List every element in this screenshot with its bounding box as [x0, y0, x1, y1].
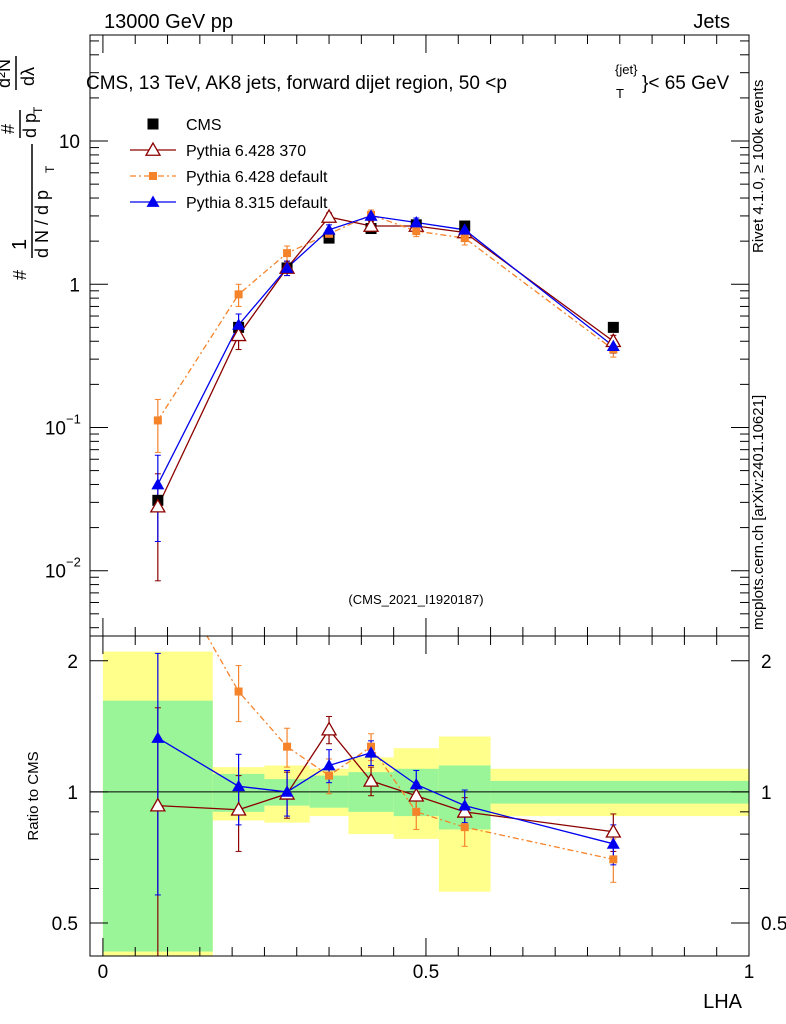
- p8-default-marker: [364, 209, 378, 221]
- main-y-tick-label: 1: [69, 275, 80, 296]
- p8-default-marker: [606, 339, 620, 351]
- p6-370-marker: [605, 823, 622, 838]
- p6-default-marker: [609, 855, 618, 864]
- plot-title: CMS, 13 TeV, AK8 jets, forward dijet reg…: [86, 62, 729, 101]
- ratio-y-tick-label-left: 0.5: [52, 914, 78, 935]
- ratio-ticks: 0.5 0.5 1 1 2 2 0 0.5 1: [52, 35, 786, 983]
- ratio-panel-frame: [89, 635, 750, 957]
- ylabel-dpT-subscript: T: [31, 106, 45, 114]
- p6-370-marker: [149, 797, 166, 812]
- p8-default-marker: [280, 785, 294, 797]
- main-y-tick-exponent: −1: [66, 411, 81, 426]
- title-superscript: {jet}: [615, 62, 638, 77]
- x-axis-label: LHA: [703, 991, 743, 1013]
- p6-default-marker: [460, 823, 469, 832]
- ratio-content: [90, 636, 749, 956]
- legend-label-cms: CMS: [186, 117, 222, 134]
- main-y-tick-exponent: −2: [66, 555, 81, 570]
- p6-370-marker: [362, 217, 380, 232]
- main-y-tick-label: 10: [45, 418, 66, 439]
- p6-370-marker: [408, 787, 425, 802]
- p6-370-marker: [144, 141, 162, 156]
- ylabel-dN-subscript: T: [43, 165, 57, 173]
- p8-default-marker: [606, 837, 620, 849]
- title-subscript: T: [616, 86, 624, 101]
- cms-marker: [323, 232, 335, 244]
- p6-370-marker: [456, 803, 473, 818]
- title-main: CMS, 13 TeV, AK8 jets, forward dijet reg…: [86, 73, 507, 94]
- p6-370-marker: [149, 498, 166, 513]
- ylabel-dpT: d p: [20, 113, 40, 138]
- p8-default-marker: [232, 318, 246, 330]
- cms-marker: [607, 321, 619, 333]
- p6_def-ratio-line: [206, 636, 614, 861]
- p6-default-marker: [325, 771, 334, 780]
- p6_370-line: [157, 216, 614, 507]
- legend-label-p6_def: Pythia 6.428 default: [186, 169, 328, 186]
- p8-default-marker: [364, 746, 378, 758]
- p6_370-ratio-line: [157, 728, 614, 833]
- legend: CMS Pythia 6.428 370 Pythia 6.428 default P…: [130, 117, 328, 212]
- legend-label-p6_370: Pythia 6.428 370: [186, 143, 306, 160]
- p6_def-line: [157, 214, 614, 421]
- ratio-y-tick-label-left: 1: [67, 783, 78, 804]
- ylabel-one: 1: [9, 239, 31, 250]
- p6-default-marker: [460, 234, 469, 243]
- rivet-version-label: Rivet 4.1.0, ≥ 100k events: [750, 80, 767, 253]
- ratio-y-axis-label: Ratio to CMS: [25, 751, 42, 840]
- p8-default-marker: [458, 799, 472, 811]
- ylabel-d2N: d²N: [0, 59, 14, 88]
- ratio-y-tick-label-right: 2: [761, 652, 772, 673]
- x-tick-label: 0.5: [413, 962, 439, 983]
- p6-default-marker: [412, 807, 421, 816]
- x-tick-label: 0: [98, 962, 109, 983]
- p8-default-marker: [232, 779, 246, 792]
- main-content: [149, 208, 622, 582]
- ylabel-dN-dpT: d N / d p: [32, 190, 52, 258]
- p6-default-marker: [283, 742, 292, 751]
- p6-370-marker: [362, 772, 380, 787]
- p8-default-marker: [280, 261, 294, 273]
- p6-default-marker: [149, 172, 157, 180]
- ratio-y-tick-label-right: 0.5: [761, 914, 786, 935]
- p8-default-marker: [322, 223, 336, 235]
- p8-default-marker: [151, 477, 165, 490]
- p8-default-marker: [409, 215, 423, 228]
- p8-default-marker: [146, 195, 160, 207]
- legend-label-p8_def: Pythia 8.315 default: [186, 195, 328, 212]
- cms-marker: [147, 118, 159, 130]
- p6-370-marker: [320, 208, 338, 223]
- analysis-watermark: (CMS_2021_I1920187): [348, 592, 483, 607]
- main-y-tick-label: 10: [45, 562, 66, 583]
- p6-default-marker: [234, 687, 243, 696]
- p6-default-marker: [153, 416, 162, 425]
- header-left: 13000 GeV pp: [104, 11, 233, 33]
- p6-370-marker: [230, 801, 247, 816]
- p6-370-marker: [230, 327, 247, 342]
- main-y-axis-label: # 1 d N / d p T # d p T d²N dλ #: [0, 56, 57, 280]
- p8-default-marker: [322, 758, 336, 771]
- ratio-panel: 0.5 0.5 1 1 2 2 0 0.5 1: [52, 35, 786, 983]
- p8-default-marker: [458, 223, 472, 235]
- ratio-y-tick-label-left: 2: [67, 652, 78, 673]
- p6-default-marker: [234, 290, 243, 299]
- p6-default-marker: [283, 249, 292, 258]
- ratio-y-tick-label-right: 1: [761, 783, 772, 804]
- x-tick-label: 1: [744, 962, 755, 983]
- main-y-tick-label: 10: [59, 132, 80, 153]
- mcplots-label: mcplots.cern.ch [arXiv:2401.10621]: [750, 395, 767, 630]
- header-right: Jets: [693, 11, 730, 33]
- p8_def-line: [157, 215, 614, 485]
- p8_def-ratio-line: [157, 737, 614, 845]
- ylabel-hash-2: #: [0, 124, 18, 134]
- ylabel-dlambda: dλ: [18, 67, 38, 86]
- p8-default-marker: [151, 731, 165, 743]
- p8-default-marker: [409, 777, 423, 790]
- p6-370-marker: [320, 721, 338, 736]
- title-end: }< 65 GeV: [642, 73, 729, 94]
- p6-default-marker: [412, 227, 421, 236]
- ylabel-hash-1: #: [10, 270, 30, 280]
